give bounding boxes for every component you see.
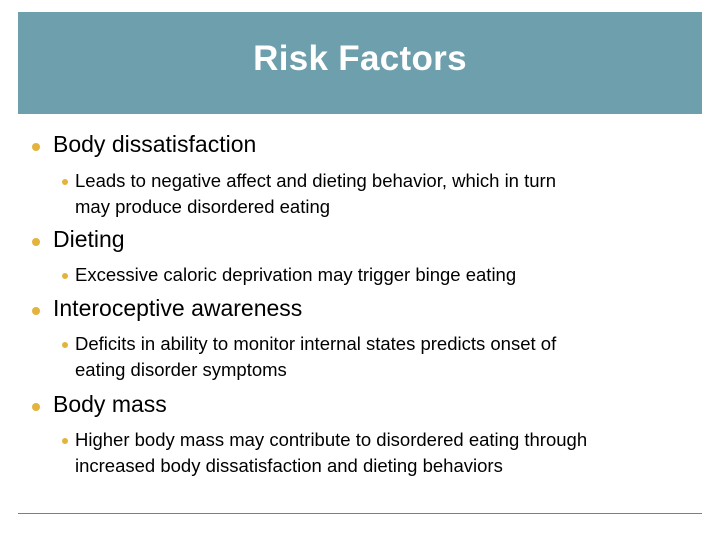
bullet-dot-icon	[32, 307, 40, 315]
slide-title: Risk Factors	[253, 39, 467, 78]
sub-bullet-line: may produce disordered eating	[75, 196, 331, 217]
bullet-interoceptive-awareness: Interoceptive awareness	[53, 295, 303, 321]
bullet-dot-icon	[32, 238, 40, 246]
sub-bullet-dot-icon	[62, 273, 68, 279]
bullet-dot-icon	[32, 143, 40, 151]
sub-bullet-line: Higher body mass may contribute to disor…	[75, 429, 588, 450]
bullet-body-mass: Body mass	[53, 391, 167, 417]
sub-bullet-line: Deficits in ability to monitor internal …	[75, 333, 557, 354]
title-bar: Risk Factors	[18, 12, 702, 114]
sub-bullet-line: increased body dissatisfaction and dieti…	[75, 455, 503, 476]
sub-bullet-line: Leads to negative affect and dieting beh…	[75, 170, 556, 191]
sub-bullet-dot-icon	[62, 179, 68, 185]
sub-bullet-dot-icon	[62, 438, 68, 444]
bottom-divider	[18, 513, 702, 514]
bullet-body-dissatisfaction: Body dissatisfaction	[53, 131, 257, 157]
sub-bullet-dot-icon	[62, 342, 68, 348]
sub-bullet-line: eating disorder symptoms	[75, 359, 287, 380]
bullet-dot-icon	[32, 403, 40, 411]
bullet-dieting: Dieting	[53, 226, 125, 252]
sub-bullet-line: Excessive caloric deprivation may trigge…	[75, 264, 517, 285]
